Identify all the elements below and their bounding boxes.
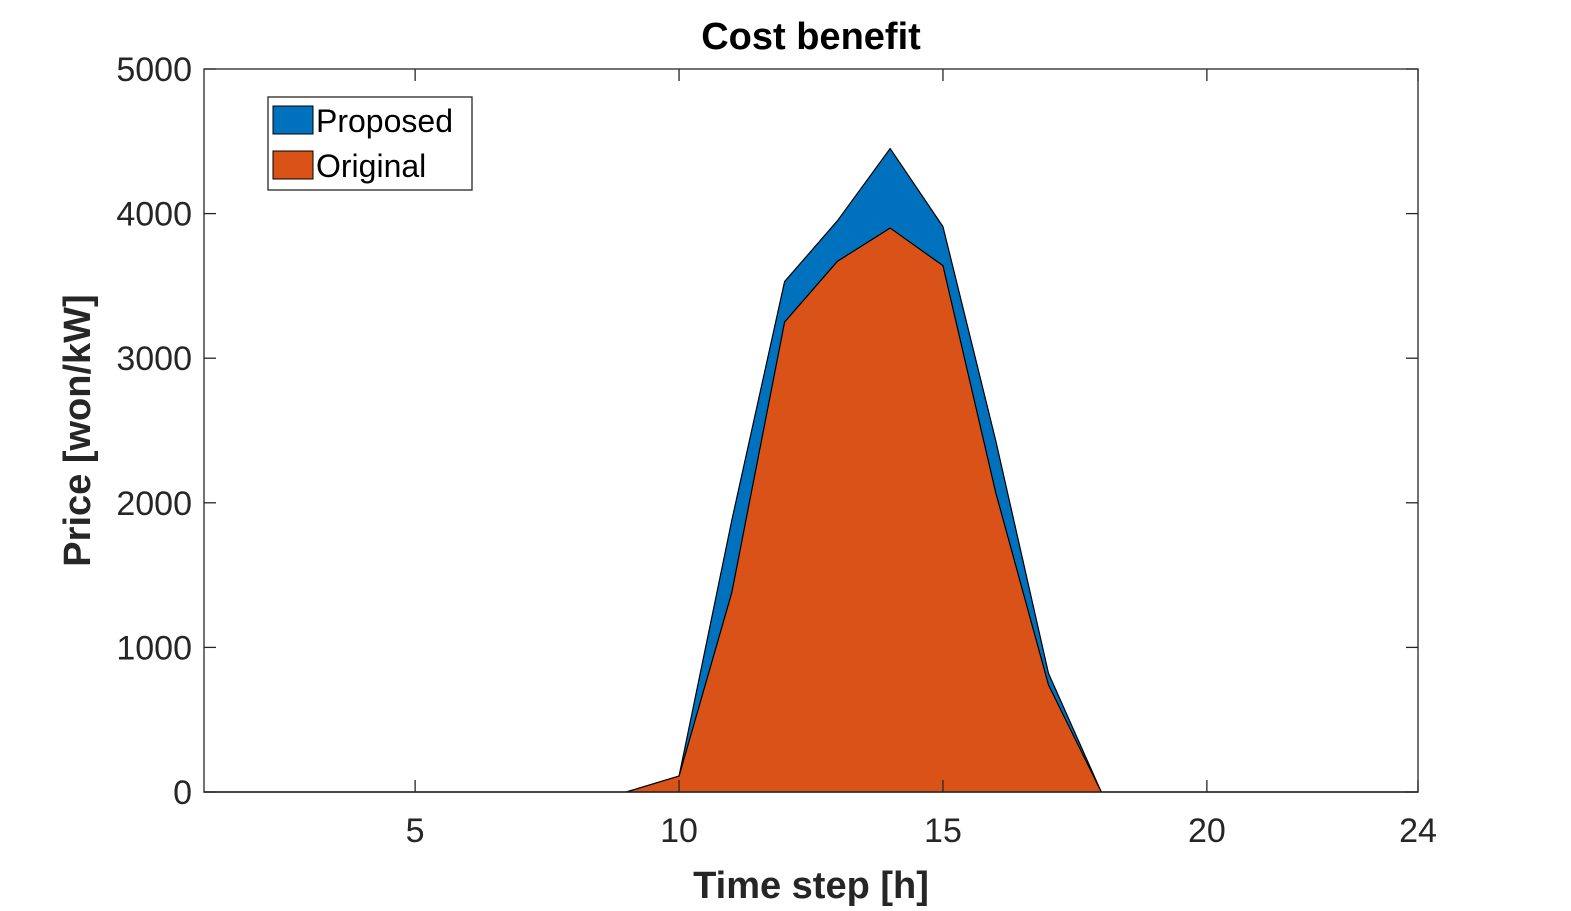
y-tick-label: 4000	[116, 196, 192, 234]
y-axis-label: Price [won/kW]	[57, 294, 99, 566]
x-tick-label: 20	[1188, 812, 1226, 850]
x-tick-label: 15	[924, 812, 962, 850]
y-tick-label: 0	[173, 774, 192, 812]
x-tick-label: 24	[1399, 812, 1437, 850]
ticks	[204, 68, 1419, 793]
x-tick-label: 5	[406, 812, 425, 850]
y-tick-label: 5000	[116, 51, 192, 89]
x-tick-label: 10	[660, 812, 698, 850]
x-axis-label: Time step [h]	[693, 865, 929, 907]
legend-label-original: Original	[316, 148, 426, 184]
y-tick-label: 2000	[116, 485, 192, 523]
y-tick-label: 1000	[116, 629, 192, 667]
y-tick-label: 3000	[116, 340, 192, 378]
chart-title: Cost benefit	[701, 16, 921, 58]
legend: Proposed Original	[267, 96, 473, 191]
legend-label-proposed: Proposed	[316, 103, 453, 139]
axes-box	[203, 68, 1419, 793]
legend-swatch-proposed	[272, 105, 314, 135]
tick-labels: 5 10 15 20 24 0 1000 2000 3000 4000 5000	[116, 51, 1437, 850]
legend-swatch-original	[272, 150, 314, 180]
